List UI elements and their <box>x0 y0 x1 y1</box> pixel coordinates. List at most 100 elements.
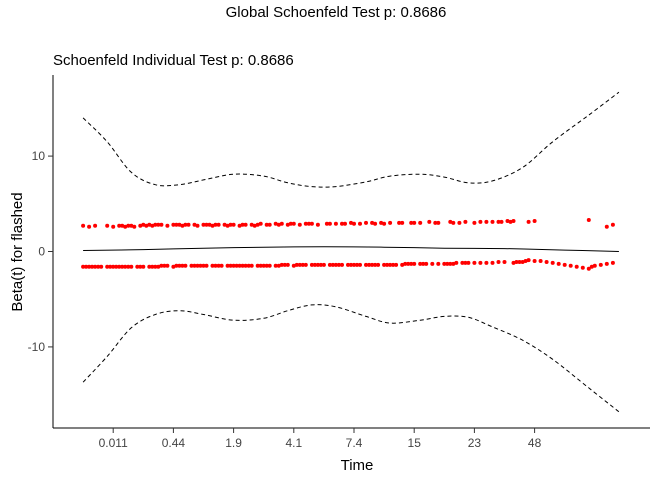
residuals-lower-point <box>592 263 597 268</box>
residuals-lower-point <box>246 263 251 268</box>
x-tick-label: 4.1 <box>285 436 302 450</box>
residuals-upper-point <box>183 222 188 227</box>
residuals-upper-point <box>496 219 501 224</box>
residuals-upper-point <box>216 222 221 227</box>
residuals-lower-point <box>135 264 140 269</box>
residuals-lower-point <box>496 260 501 264</box>
residuals-lower-point <box>138 264 143 269</box>
residuals-lower-point <box>162 263 167 268</box>
residuals-lower-point <box>598 262 603 267</box>
residuals-upper-point <box>132 224 137 229</box>
residuals-upper-point <box>412 220 417 225</box>
residuals-lower-point <box>580 265 585 270</box>
residuals-upper-point <box>264 222 269 227</box>
residuals-lower-point <box>463 260 468 265</box>
residuals-lower-point <box>156 264 161 269</box>
residuals-lower-point <box>327 262 332 267</box>
residuals-lower-point <box>126 264 131 269</box>
residuals-lower-point <box>514 260 519 264</box>
residuals-upper-point <box>586 218 591 222</box>
residuals-upper-point <box>604 224 609 229</box>
x-tick-label: 1.9 <box>225 436 242 450</box>
residuals-upper-point <box>343 221 347 226</box>
residuals-upper-point <box>451 220 456 225</box>
residuals-lower-point <box>502 260 507 264</box>
residuals-upper-point <box>382 221 387 226</box>
residuals-lower-point <box>490 260 495 265</box>
residuals-upper-point <box>105 223 110 228</box>
residuals-lower-point <box>111 264 116 269</box>
residuals-upper-point <box>358 221 362 226</box>
residuals-lower-point <box>382 262 387 267</box>
residuals-lower-point <box>192 263 197 268</box>
residuals-lower-point <box>174 263 179 268</box>
residuals-lower-point <box>141 264 146 269</box>
residuals-upper-point <box>180 223 185 228</box>
residuals-lower-point <box>267 263 272 268</box>
residuals-lower-point <box>81 264 86 269</box>
residuals-lower-point <box>523 259 528 263</box>
residuals-lower-point <box>216 263 221 268</box>
residuals-lower-point <box>436 261 441 266</box>
residuals-upper-point <box>243 222 248 227</box>
residuals-lower-point <box>261 263 266 268</box>
residuals-lower-point <box>291 263 296 268</box>
residuals-upper-point <box>186 222 191 227</box>
residuals-lower-point <box>120 264 125 269</box>
residuals-upper-point <box>141 222 146 227</box>
residuals-lower-point <box>364 262 368 267</box>
residuals-lower-point <box>526 258 531 263</box>
residuals-lower-point <box>385 262 390 267</box>
residuals-upper-point <box>297 222 302 227</box>
residuals-upper-point <box>418 220 423 225</box>
residuals-upper-point <box>373 221 378 226</box>
residuals-lower-point <box>517 260 522 264</box>
residuals-lower-point <box>412 261 417 266</box>
residuals-lower-point <box>282 262 287 267</box>
residuals-lower-point <box>370 262 375 267</box>
residuals-lower-point <box>177 263 182 268</box>
residuals-upper-point <box>478 219 483 224</box>
residuals-upper-point <box>433 220 438 225</box>
residuals-lower-point <box>90 264 95 269</box>
residuals-lower-point <box>114 264 119 269</box>
residuals-upper-point <box>532 219 537 223</box>
residuals-lower-point <box>484 260 489 265</box>
residuals-lower-point <box>421 261 426 266</box>
residuals-lower-point <box>550 260 555 265</box>
residuals-upper-point <box>511 219 516 223</box>
residuals-lower-point <box>330 262 335 267</box>
residuals-upper-point <box>111 224 116 229</box>
residuals-lower-point <box>87 264 92 269</box>
residuals-lower-point <box>403 261 408 266</box>
residuals-upper-point <box>237 223 242 228</box>
residuals-lower-point <box>303 262 308 267</box>
residuals-upper-point <box>147 222 152 227</box>
residuals-lower-point <box>213 263 218 268</box>
y-ticks: 10 0 -10 <box>28 149 53 354</box>
residuals-lower-point <box>231 263 236 268</box>
residuals-upper-point <box>171 222 176 227</box>
residuals-upper-point <box>490 219 495 224</box>
x-tick-label: 0.011 <box>99 436 128 450</box>
residuals-upper-point <box>526 219 531 224</box>
residuals-upper-point <box>370 220 375 225</box>
x-tick-label: 0.44 <box>162 436 186 450</box>
residuals-upper-point <box>81 223 86 228</box>
residuals-upper-point <box>249 222 254 227</box>
residuals-lower-point <box>315 262 320 267</box>
residuals-lower-point <box>99 264 104 269</box>
residuals-lower-point <box>442 261 447 266</box>
residuals-upper-point <box>201 222 206 227</box>
residuals-lower-point <box>430 261 435 266</box>
residuals-lower-point <box>84 264 89 269</box>
y-tick-label: 10 <box>32 149 46 163</box>
residuals-upper-point <box>240 222 245 227</box>
residuals-lower-point <box>568 263 573 268</box>
residuals-lower-point <box>243 263 248 268</box>
residuals-upper-point <box>309 221 314 226</box>
residuals-lower-point <box>604 261 609 266</box>
residuals-lower-point <box>108 264 113 269</box>
residuals-upper-point <box>324 221 329 226</box>
